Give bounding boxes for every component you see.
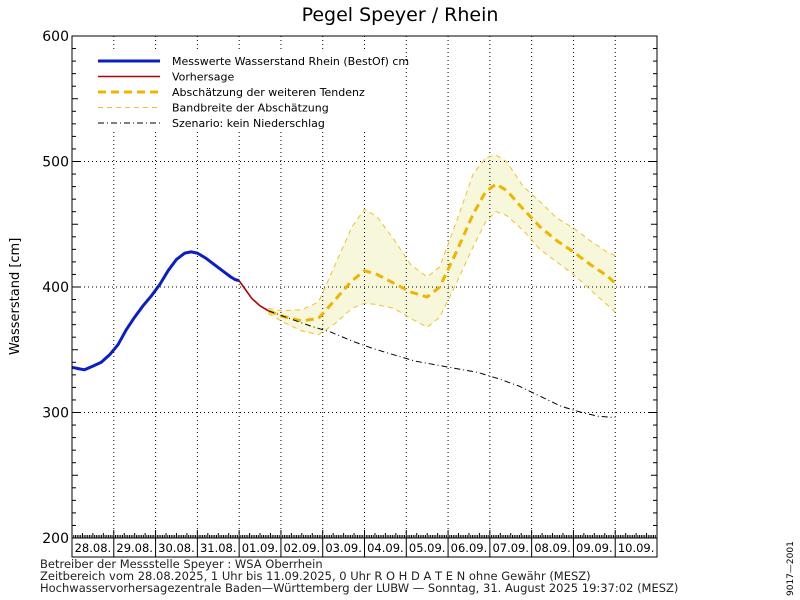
chart-title: Pegel Speyer / Rhein (301, 4, 499, 26)
x-tick-label-11: 08.09. (534, 541, 571, 555)
legend-label-1: Vorhersage (172, 71, 234, 84)
x-tick-label-7: 04.09. (367, 541, 404, 555)
series-line-4 (268, 310, 616, 418)
y-tick-label-600: 600 (42, 29, 69, 45)
y-tick-label-200: 200 (42, 531, 69, 547)
footer-operator: Betreiber der Messstelle Speyer : WSA Ob… (40, 557, 323, 571)
x-tick-label-4: 01.09. (242, 541, 279, 555)
axes-layer: 200 300 400 500 600 28.08. 29.08. 30.08. 31.08. 0… (42, 29, 658, 558)
x-tick-label-13: 10.09. (618, 541, 655, 555)
x-tick-label-1: 29.08. (116, 541, 153, 555)
legend-label-0: Messwerte Wasserstand Rhein (BestOf) cm (172, 55, 409, 68)
grid-layer (72, 36, 657, 538)
y-tick-label-400: 400 (42, 280, 69, 296)
series-line-0 (71, 250, 240, 372)
x-tick-label-0: 28.08. (75, 541, 112, 555)
x-tick-label-6: 03.09. (325, 541, 362, 555)
footer-issuer: Hochwasservorhersagezentrale Baden—Württ… (40, 581, 679, 595)
x-tick-label-9: 06.09. (451, 541, 488, 555)
x-tick-label-8: 05.09. (409, 541, 446, 555)
x-tick-label-10: 07.09. (492, 541, 529, 555)
footer-timerange: Zeitbereich vom 28.08.2025, 1 Uhr bis 11… (40, 569, 591, 583)
y-tick-label-500: 500 (42, 155, 69, 171)
series-layer (71, 154, 617, 418)
series-band-upper (268, 154, 616, 312)
legend: Messwerte Wasserstand Rhein (BestOf) cm V… (92, 52, 409, 130)
x-tick-label-3: 31.08. (200, 541, 237, 555)
series-band-lower (268, 211, 616, 336)
y-tick-label-300: 300 (42, 406, 69, 422)
legend-label-2: Abschätzung der weiteren Tendenz (172, 86, 365, 99)
legend-label-4: Szenario: kein Niederschlag (172, 117, 325, 130)
series-line-1 (238, 280, 269, 312)
band-fill (268, 155, 616, 335)
legend-label-3: Bandbreite der Abschätzung (172, 102, 329, 115)
x-tick-label-12: 09.09. (576, 541, 613, 555)
band-layer (268, 155, 616, 335)
side-id: 9017—2001 (786, 541, 796, 596)
x-tick-label-5: 02.09. (284, 541, 321, 555)
side-id-wrap: 9017—2001 (786, 536, 798, 596)
series-line-2 (267, 182, 617, 323)
x-tick-label-2: 30.08. (158, 541, 195, 555)
